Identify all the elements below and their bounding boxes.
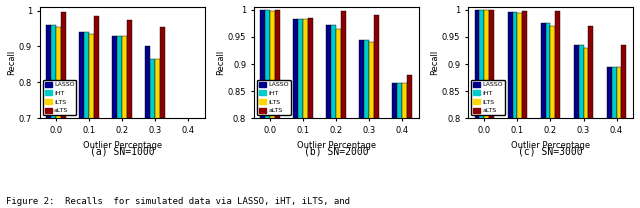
Legend: LASSO, iHT, iLTS, aLTS: LASSO, iHT, iLTS, aLTS — [257, 80, 291, 115]
Y-axis label: Recall: Recall — [216, 50, 225, 75]
Bar — [403, 83, 407, 208]
Bar — [56, 27, 61, 208]
Bar — [332, 25, 337, 208]
Bar — [573, 45, 579, 208]
Bar — [326, 25, 332, 208]
Bar — [490, 10, 494, 208]
Bar — [156, 59, 160, 208]
Bar — [584, 48, 588, 208]
Bar — [550, 26, 556, 208]
Bar — [193, 147, 198, 208]
Bar — [270, 11, 275, 208]
Bar — [89, 34, 94, 208]
Bar — [545, 23, 550, 208]
Bar — [522, 11, 527, 208]
Bar — [183, 151, 188, 208]
Bar — [84, 32, 89, 208]
Bar — [79, 32, 84, 208]
X-axis label: Outlier Percentage: Outlier Percentage — [83, 141, 162, 150]
Bar — [484, 10, 490, 208]
Bar — [616, 67, 621, 208]
Bar — [607, 67, 612, 208]
Bar — [275, 10, 280, 208]
Bar — [360, 40, 364, 208]
Bar — [160, 27, 165, 208]
Bar — [556, 11, 561, 208]
Bar — [474, 10, 479, 208]
Bar — [621, 45, 627, 208]
Bar — [188, 151, 193, 208]
Bar — [407, 75, 412, 208]
Text: Figure 2:  Recalls  for simulated data via LASSO, iHT, iLTS, and: Figure 2: Recalls for simulated data via… — [6, 197, 351, 206]
Bar — [513, 12, 518, 208]
Bar — [293, 19, 298, 208]
Bar — [364, 40, 369, 208]
Y-axis label: Recall: Recall — [430, 50, 439, 75]
Title: (c) SN=3000: (c) SN=3000 — [518, 147, 583, 157]
Bar — [145, 46, 150, 208]
Legend: LASSO, iHT, iLTS, aLTS: LASSO, iHT, iLTS, aLTS — [471, 80, 505, 115]
Bar — [369, 42, 374, 208]
Bar — [341, 11, 346, 208]
Bar — [508, 12, 513, 208]
X-axis label: Outlier Percentage: Outlier Percentage — [511, 141, 590, 150]
Bar — [266, 10, 270, 208]
Bar — [518, 13, 522, 208]
Bar — [46, 25, 51, 208]
Bar — [579, 45, 584, 208]
Bar — [298, 19, 303, 208]
Bar — [612, 67, 616, 208]
Bar — [94, 16, 99, 208]
Bar — [541, 23, 545, 208]
Bar — [260, 10, 266, 208]
X-axis label: Outlier Percentage: Outlier Percentage — [297, 141, 376, 150]
Bar — [61, 12, 66, 208]
Bar — [122, 36, 127, 208]
Bar — [303, 19, 308, 208]
Title: (b) SN=2000: (b) SN=2000 — [304, 147, 369, 157]
Bar — [392, 83, 397, 208]
Bar — [117, 36, 122, 208]
Bar — [337, 29, 341, 208]
Bar — [397, 83, 403, 208]
Bar — [479, 10, 484, 208]
Legend: LASSO, iHT, iLTS, aLTS: LASSO, iHT, iLTS, aLTS — [43, 80, 77, 115]
Bar — [374, 15, 380, 208]
Title: (a) SN=1000: (a) SN=1000 — [90, 147, 154, 157]
Bar — [150, 59, 156, 208]
Bar — [51, 25, 56, 208]
Bar — [308, 18, 313, 208]
Bar — [112, 36, 117, 208]
Y-axis label: Recall: Recall — [7, 50, 16, 75]
Bar — [179, 151, 183, 208]
Bar — [588, 26, 593, 208]
Bar — [127, 20, 132, 208]
